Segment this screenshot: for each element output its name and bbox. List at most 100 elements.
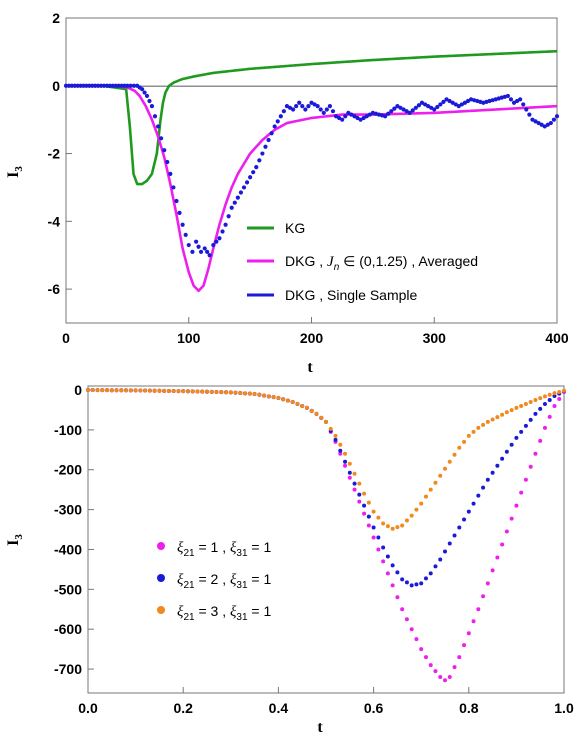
top-series-1-line — [65, 49, 558, 186]
top-x-axis-label: t — [307, 359, 313, 376]
bottom-series-1-point — [476, 607, 481, 612]
bottom-series-3-point — [328, 426, 333, 431]
top-series-3-point — [211, 242, 216, 248]
top-series-3-point — [518, 97, 523, 102]
legend-xi21-1-swatch — [157, 542, 165, 550]
legend-xi21-3-part-5: 31 — [236, 612, 248, 623]
top-series-3-point — [186, 242, 191, 248]
bottom-series-3-point — [290, 399, 295, 404]
top-x-tick-label: 200 — [300, 330, 324, 346]
legend-xi21-3-part-6: = 1 — [248, 603, 272, 619]
bottom-series-3-point — [542, 394, 547, 399]
bottom-series-3-point — [176, 389, 181, 394]
legend-xi21-3-part-2: 21 — [183, 612, 195, 623]
bottom-series-3-point — [385, 524, 390, 529]
bottom-chart: 0.0 0.2 0.4 0.6 0.8 1.0 0 -100 -200 -300 -400 -500 -… — [5, 382, 574, 736]
bottom-series-1-point — [433, 669, 438, 674]
bottom-series-1-point — [495, 555, 500, 560]
bottom-series-3-point — [138, 388, 143, 393]
bottom-series-3-point — [209, 389, 214, 394]
top-series-3-point — [395, 104, 400, 109]
bottom-series-1-point — [485, 581, 490, 586]
bottom-series-2-point — [400, 577, 405, 582]
bottom-x-tick-label: 0.4 — [269, 700, 289, 716]
bottom-y-tick-label: -600 — [54, 621, 82, 637]
bottom-series-3-point — [238, 391, 243, 396]
bottom-series-3-point — [457, 445, 462, 450]
bottom-series-3-point — [357, 481, 362, 486]
bottom-series-3-point — [157, 388, 162, 393]
bottom-series-3-point — [452, 452, 457, 457]
bottom-series-2-point — [409, 583, 414, 588]
top-series-3-point — [333, 114, 339, 119]
bottom-series-1-point — [409, 627, 414, 632]
bottom-series-3-point — [95, 388, 100, 393]
bottom-y-tick-label: -500 — [54, 581, 82, 597]
bottom-series-3-point — [509, 408, 514, 413]
top-y-tick-label: 0 — [52, 78, 60, 94]
bottom-series-3-point — [447, 459, 452, 464]
bottom-ticks: 0.0 0.2 0.4 0.6 0.8 1.0 0 -100 -200 -300 -400 -500 -… — [54, 382, 574, 716]
bottom-series-2-point — [347, 470, 352, 475]
bottom-series-1-point — [419, 647, 424, 652]
bottom-series-3-point — [86, 387, 90, 392]
top-series-3-point — [220, 229, 225, 234]
bottom-series-2-point — [457, 525, 462, 530]
top-series-3-point — [459, 102, 464, 107]
bottom-series-2-point — [509, 442, 514, 447]
top-series-3-point — [287, 105, 293, 110]
top-series-3-point — [419, 100, 425, 105]
top-series-3-point — [275, 119, 280, 124]
top-series-3-point — [257, 158, 262, 163]
top-series-3-point — [450, 100, 455, 105]
bottom-series-3-point — [338, 442, 343, 447]
top-series — [63, 49, 560, 293]
top-series-3-point — [505, 93, 510, 99]
top-series-3-point — [465, 98, 471, 104]
bottom-series-3-point — [147, 388, 152, 393]
bottom-y-axis-label: I3 — [5, 534, 25, 546]
top-series-3-point — [284, 104, 290, 109]
legend-xi21-1-part-1: ξ — [177, 540, 184, 556]
top-series-3-point — [98, 83, 104, 88]
top-series-3-point — [180, 222, 185, 227]
bottom-y-tick-label: -400 — [54, 541, 82, 557]
top-series-3-point — [551, 117, 557, 122]
top-y-tick-label: -2 — [48, 146, 61, 162]
top-series-3-point — [441, 99, 446, 104]
bottom-y-tick-label: 0 — [74, 382, 82, 398]
bottom-series-3-point — [219, 390, 224, 395]
top-series-3-point — [361, 115, 366, 121]
legend-dkg-averaged-part-4: ∈ (0,1.25) , Averaged — [339, 253, 478, 269]
bottom-series-2-point — [519, 429, 524, 434]
bottom-x-tick-label: 0.2 — [173, 700, 193, 716]
top-series-3-point — [281, 109, 286, 114]
bottom-series-1-point — [443, 678, 447, 683]
bottom-series-3-point — [124, 388, 129, 393]
top-series-3-point — [303, 107, 308, 112]
top-series-3-point — [63, 83, 69, 88]
bottom-series-2-point — [433, 564, 438, 569]
bottom-series-1-point — [500, 542, 505, 547]
bottom-series-3-point — [304, 405, 309, 410]
bottom-series-3-point — [562, 388, 566, 393]
top-y-tick-label: -6 — [48, 281, 61, 297]
top-y-axis-label-sub: 3 — [13, 166, 25, 172]
top-series-3-point — [66, 83, 72, 88]
legend-kg-label: KG — [285, 220, 305, 236]
legend-xi21-2-part-2: 21 — [183, 580, 195, 591]
bottom-series-3-point — [166, 388, 171, 393]
bottom-series-3-point — [390, 526, 395, 531]
top-series-3-point — [110, 83, 115, 88]
top-y-tick-label: 2 — [52, 10, 60, 26]
bottom-series-2-point — [362, 503, 367, 508]
bottom-series-3-point — [257, 392, 262, 397]
top-series-3-point — [521, 102, 526, 107]
top-series-3-point — [254, 165, 259, 170]
bottom-series-1-point — [452, 665, 457, 670]
legend-xi21-2-part-1: ξ — [177, 572, 184, 588]
top-series-3-point — [432, 107, 437, 112]
bottom-series-3-point — [243, 391, 248, 396]
top-series-3-point — [171, 185, 176, 190]
bottom-series-3-point — [252, 391, 257, 396]
